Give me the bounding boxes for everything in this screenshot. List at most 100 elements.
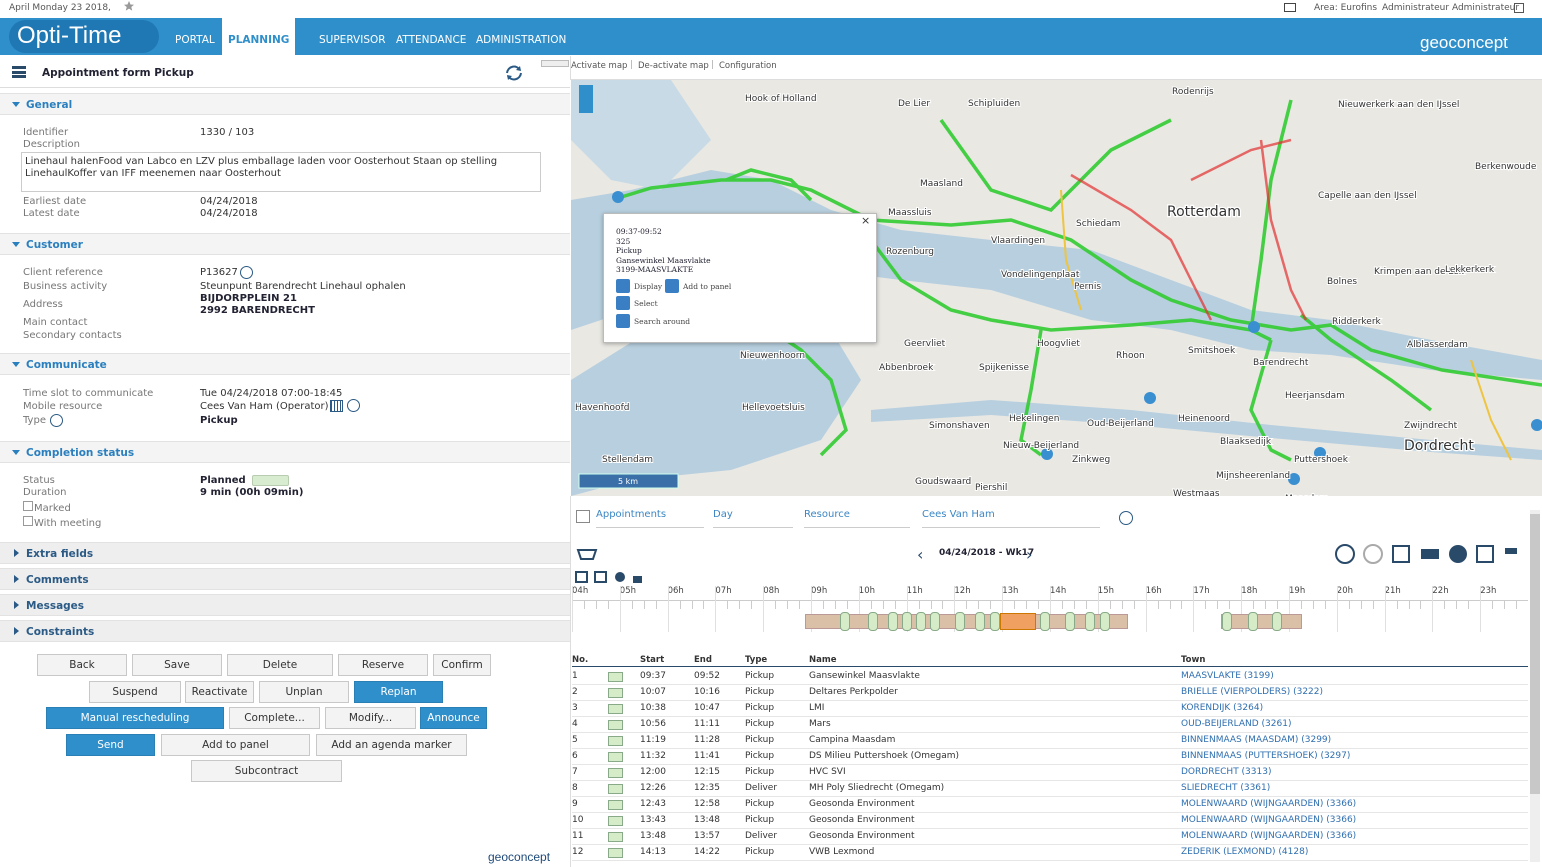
button[interactable]: Send [66,734,155,756]
table-cell[interactable]: 12:58 [694,799,720,809]
menu-icon[interactable] [12,66,26,78]
table-cell[interactable]: 9 [572,799,578,809]
table-cell[interactable]: HVC SVI [809,767,846,777]
table-cell[interactable]: 12 [572,847,584,857]
status-box[interactable] [608,816,623,826]
table-cell[interactable]: Pickup [745,671,775,681]
table-cell[interactable]: Pickup [745,703,775,713]
column-header[interactable]: No. [572,655,589,665]
status-box[interactable] [608,848,623,858]
table-cell[interactable]: 09:52 [694,671,720,681]
table-cell[interactable]: 10:56 [640,719,666,729]
info-icon[interactable] [50,414,63,427]
basket-icon[interactable] [576,544,598,562]
button[interactable]: Manual rescheduling [46,707,224,729]
popup-icon[interactable] [616,279,630,293]
map-link[interactable]: Activate map [571,61,628,71]
table-cell[interactable]: Deltares Perkpolder [809,687,898,697]
gantt-task[interactable] [916,612,926,631]
popup-action[interactable]: Add to panel [683,282,732,291]
table-cell[interactable]: Pickup [745,751,775,761]
gantt-task[interactable] [1248,612,1258,631]
table-cell[interactable]: 3 [572,703,578,713]
table-cell[interactable]: 11:28 [694,735,720,745]
section-header[interactable]: Communicate [0,353,570,375]
logo[interactable]: Opti-Time [17,22,122,49]
popup-action[interactable]: Search around [634,317,691,326]
table-cell[interactable]: Pickup [745,815,775,825]
column-header[interactable]: Town [1181,655,1206,665]
table-cell[interactable]: Pickup [745,719,775,729]
table-cell[interactable]: OUD-BEIJERLAND (3261) [1181,719,1292,729]
list-icons[interactable] [575,570,645,584]
status-box[interactable] [608,704,623,714]
table-cell[interactable]: 10 [572,815,584,825]
table-cell[interactable]: Geosonda Environment [809,799,915,809]
user[interactable]: Administrateur Administrateur [1382,3,1520,13]
status-box[interactable] [608,832,623,842]
table-cell[interactable]: MAASVLAKTE (3199) [1181,671,1274,681]
table-cell[interactable]: 11:32 [640,751,666,761]
table-cell[interactable]: 11:11 [694,719,720,729]
status-box[interactable] [608,736,623,746]
gantt-task[interactable] [1040,612,1050,631]
section-header[interactable]: Extra fields [0,542,570,564]
table-cell[interactable]: MOLENWAARD (WIJNGAARDEN) (3366) [1181,831,1357,841]
gantt-task[interactable] [1085,612,1095,631]
table-cell[interactable]: 6 [572,751,578,761]
gantt-task[interactable] [1065,612,1075,631]
status-box[interactable] [608,784,623,794]
status-box[interactable] [608,768,623,778]
table-cell[interactable]: 1 [572,671,578,681]
status-box[interactable] [608,720,623,730]
table-cell[interactable]: 12:26 [640,783,666,793]
message-icon[interactable] [1284,3,1296,12]
table-cell[interactable]: 11:19 [640,735,666,745]
table-cell[interactable]: 7 [572,767,578,777]
popup-action[interactable]: Display [634,282,663,291]
column-header[interactable]: Type [745,655,768,665]
button[interactable]: Announce [420,707,487,729]
popup-icon[interactable] [616,314,630,328]
table-cell[interactable]: 09:37 [640,671,666,681]
checkbox[interactable] [23,501,33,511]
toolbar-icons[interactable] [1333,543,1523,565]
button[interactable]: Suspend [89,681,181,703]
column-header[interactable]: End [694,655,712,665]
popup-icon[interactable] [616,296,630,310]
button[interactable]: Back [37,654,127,676]
map-link[interactable]: De-activate map [638,61,709,71]
gantt-task[interactable] [975,612,985,631]
dropdown[interactable]: Appointments [596,506,704,528]
description-textarea[interactable]: Linehaul halenFood van Labco en LZV plus… [21,152,541,192]
zoom-control[interactable] [579,85,593,113]
table-cell[interactable]: VWB Lexmond [809,847,875,857]
dropdown[interactable]: Day [713,506,793,528]
button[interactable]: Modify... [325,707,416,729]
section-header[interactable]: Customer [0,233,570,255]
map-link[interactable]: Configuration [719,61,777,71]
scrollbar[interactable] [1530,510,1540,862]
gantt-task[interactable] [902,612,912,631]
table-cell[interactable]: 11 [572,831,584,841]
close-button[interactable]: × [861,214,871,227]
button[interactable]: Subcontract [191,760,342,782]
table-cell[interactable]: 14:13 [640,847,666,857]
nav-tab[interactable]: ATTENDANCE [396,34,467,46]
table-cell[interactable]: 11:41 [694,751,720,761]
gantt-task[interactable] [868,612,878,631]
table-cell[interactable]: LMI [809,703,825,713]
table-cell[interactable]: 12:15 [694,767,720,777]
gantt-task[interactable] [1100,612,1110,631]
column-header[interactable]: Name [809,655,837,665]
table-cell[interactable]: 12:35 [694,783,720,793]
prev-button[interactable]: ‹ [917,545,924,564]
table-cell[interactable]: MOLENWAARD (WIJNGAARDEN) (3366) [1181,815,1357,825]
nav-tab[interactable]: PORTAL [175,34,215,46]
status-box[interactable] [608,752,623,762]
refresh-icon[interactable] [504,64,524,82]
table-cell[interactable]: Geosonda Environment [809,815,915,825]
table-cell[interactable]: Pickup [745,735,775,745]
table-cell[interactable]: ZEDERIK (LEXMOND) (4128) [1181,847,1309,857]
table-cell[interactable]: MH Poly Sliedrecht (Omegam) [809,783,945,793]
